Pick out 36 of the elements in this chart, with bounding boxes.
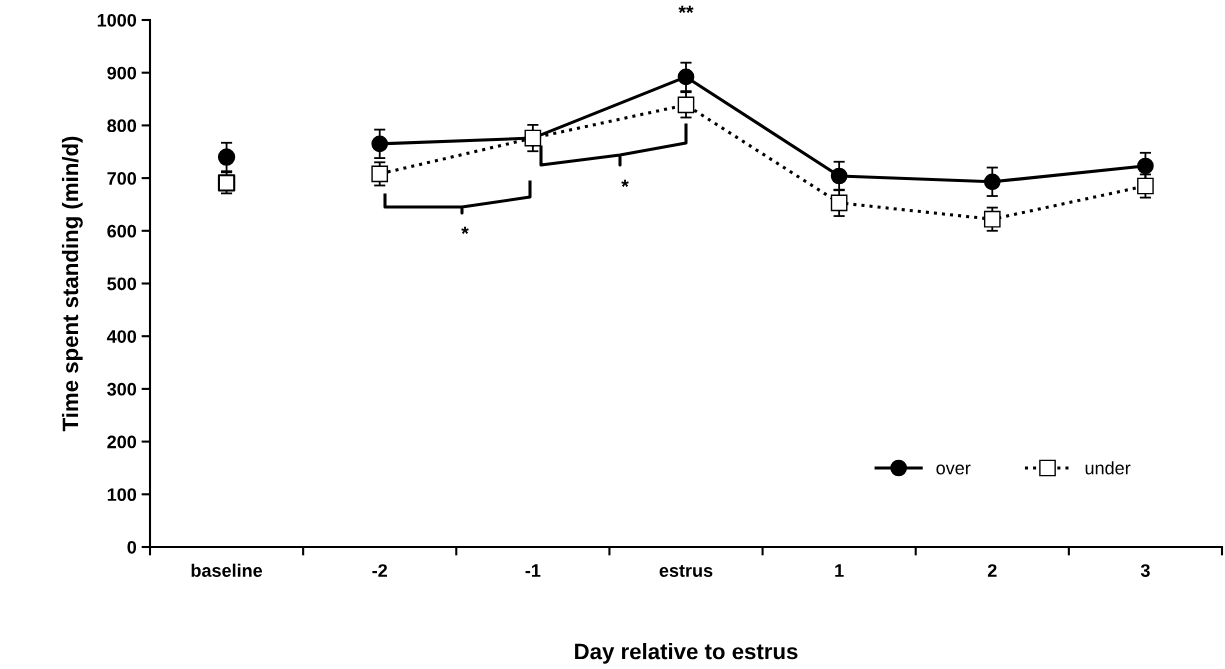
point xyxy=(830,167,848,185)
legend-label: over xyxy=(936,464,971,475)
y-tick-label: 1000 xyxy=(97,13,137,27)
y-tick-label: 200 xyxy=(107,435,137,449)
text: ** xyxy=(678,5,694,13)
y-tick-label: 900 xyxy=(107,66,137,80)
y-tick-label: 400 xyxy=(106,330,137,343)
point xyxy=(217,148,236,166)
point xyxy=(371,165,389,183)
y-tick-label: 600 xyxy=(107,224,137,238)
x-tick-label: -1 xyxy=(525,564,541,577)
point xyxy=(677,68,695,86)
x-tick-label: 2 xyxy=(987,564,997,577)
x-tick-label: -2 xyxy=(372,564,388,577)
y-axis-title: Time spent standing (min/d) xyxy=(61,136,83,432)
point xyxy=(1137,177,1154,195)
x-tick-label: baseline xyxy=(191,563,263,577)
y-tick-label: 300 xyxy=(107,382,137,396)
point xyxy=(371,135,389,153)
legend-label: under xyxy=(1085,461,1131,475)
y-tick-label: 700 xyxy=(107,172,137,185)
point xyxy=(1137,157,1154,175)
x-axis-title: Day relative to estrus xyxy=(575,643,798,664)
y-tick-label: 0 xyxy=(127,540,137,554)
point xyxy=(830,194,848,212)
y-tick-label: 800 xyxy=(107,119,137,133)
x-tick-label: 1 xyxy=(835,564,844,577)
y-tick-label: 100 xyxy=(107,488,137,502)
point xyxy=(983,173,1001,191)
annotation: * xyxy=(621,179,629,187)
annotation: * xyxy=(461,226,469,234)
point xyxy=(677,96,695,114)
x-tick-label: 3 xyxy=(1140,564,1150,577)
y-tick-label: 500 xyxy=(107,277,137,291)
x-tick-label: estrus xyxy=(659,564,713,577)
point xyxy=(983,210,1001,228)
